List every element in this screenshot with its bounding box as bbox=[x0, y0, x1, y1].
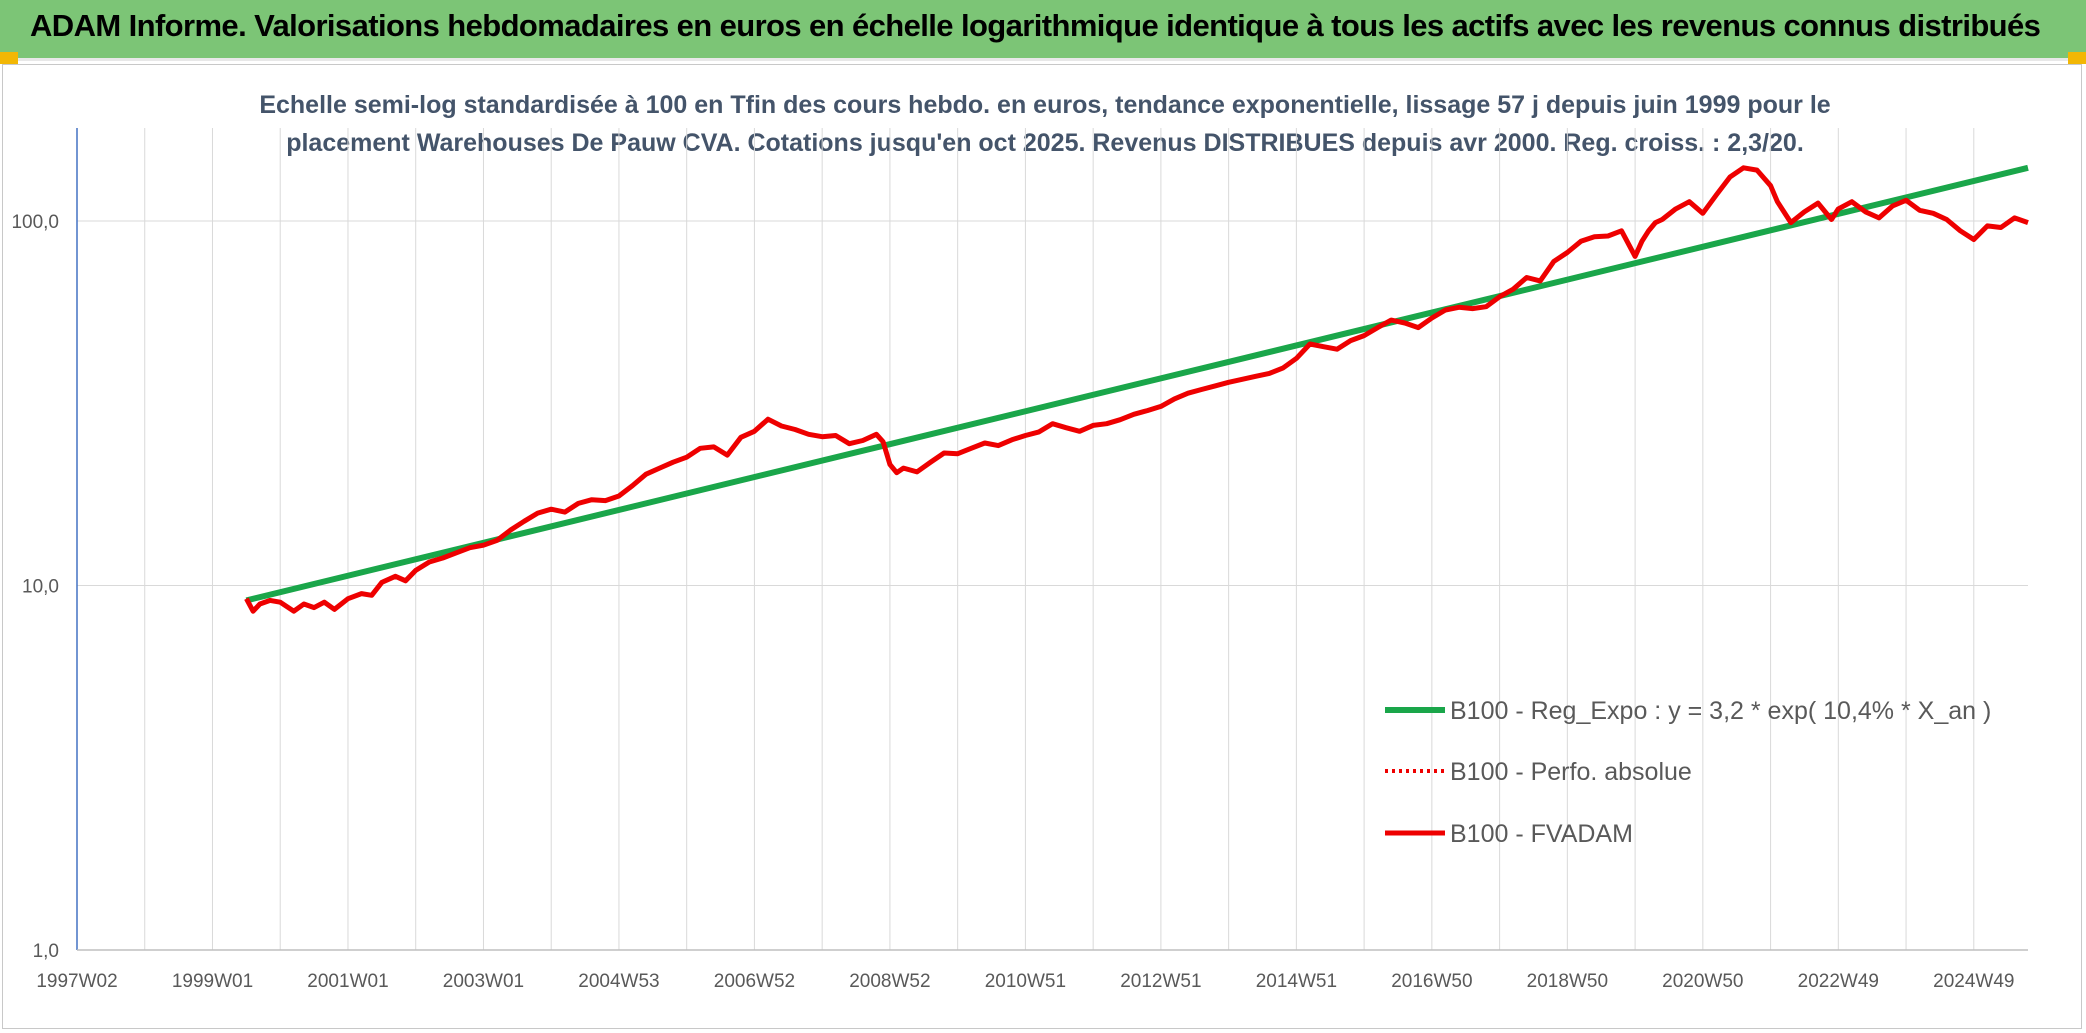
report-banner: ADAM Informe. Valorisations hebdomadaire… bbox=[0, 0, 2086, 61]
axis-layer: 100,0 10,0 1,0 1997W02 1999W01 2001W01 2003W01… bbox=[11, 128, 2028, 992]
chart-subtitle-line-2: placement Warehouses De Pauw CVA. Cotati… bbox=[286, 129, 1804, 157]
chart-subtitle: Echelle semi-log standardisée à 100 en T… bbox=[150, 86, 1940, 162]
x-tick-label: 2010W51 bbox=[985, 971, 1066, 992]
series-layer bbox=[244, 164, 2029, 614]
chart-legend: B100 - Reg_Expo : y = 3,2 * exp( 10,4% *… bbox=[1385, 697, 1991, 848]
chart-subtitle-line-1: Echelle semi-log standardisée à 100 en T… bbox=[259, 91, 1831, 119]
y-tick-label: 1,0 bbox=[33, 941, 59, 962]
corner-marker-top-left bbox=[0, 52, 18, 64]
x-tick-label: 2016W50 bbox=[1391, 971, 1472, 992]
series-line-0 bbox=[245, 164, 2029, 604]
x-tick-label: 2024W49 bbox=[1933, 971, 2014, 992]
x-tick-label: 2008W52 bbox=[849, 971, 930, 992]
x-tick-label: 2020W50 bbox=[1662, 971, 1743, 992]
grid-layer bbox=[76, 128, 2028, 951]
x-tick-label: 2022W49 bbox=[1798, 971, 1879, 992]
x-tick-label: 2014W51 bbox=[1256, 971, 1337, 992]
x-tick-label: 2006W52 bbox=[714, 971, 795, 992]
chart-frame bbox=[2, 64, 2082, 1029]
x-tick-label: 2012W51 bbox=[1120, 971, 1201, 992]
legend-label-1: B100 - Perfo. absolue bbox=[1450, 758, 1692, 786]
legend-label-2: B100 - FVADAM bbox=[1450, 820, 1633, 848]
y-tick-label: 100,0 bbox=[11, 212, 59, 233]
report-title: ADAM Informe. Valorisations hebdomadaire… bbox=[30, 8, 2041, 43]
series-line-2 bbox=[244, 165, 2029, 614]
x-tick-label: 2004W53 bbox=[578, 971, 659, 992]
x-tick-label: 2018W50 bbox=[1527, 971, 1608, 992]
x-tick-label: 2001W01 bbox=[307, 971, 388, 992]
x-tick-label: 1999W01 bbox=[172, 971, 253, 992]
x-tick-label: 1997W02 bbox=[36, 971, 117, 992]
y-tick-label: 10,0 bbox=[22, 577, 59, 598]
corner-marker-top-right bbox=[2068, 52, 2086, 64]
legend-label-0: B100 - Reg_Expo : y = 3,2 * exp( 10,4% *… bbox=[1450, 697, 1991, 725]
x-tick-label: 2003W01 bbox=[443, 971, 524, 992]
